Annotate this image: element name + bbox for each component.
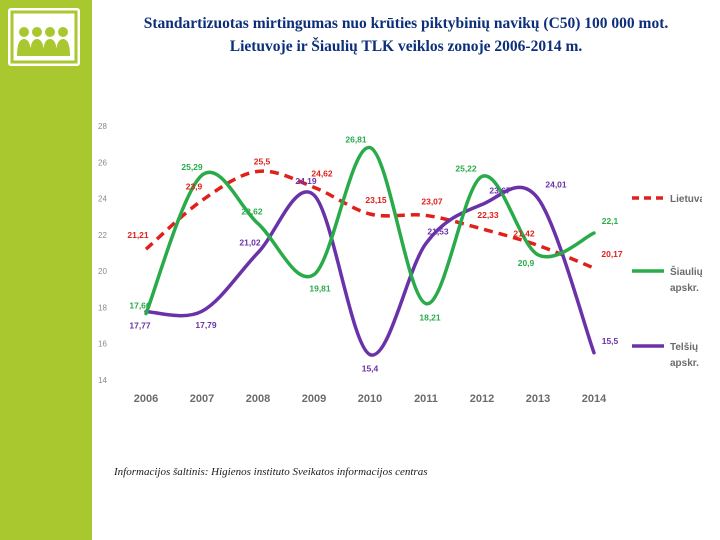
data-label: 23,9 bbox=[186, 181, 203, 191]
data-label: 22,1 bbox=[602, 216, 619, 226]
x-tick-label: 2009 bbox=[302, 393, 326, 405]
legend-label: apskr. bbox=[670, 283, 699, 294]
y-tick-label: 14 bbox=[98, 376, 107, 385]
legend-label: apskr. bbox=[670, 358, 699, 369]
logo bbox=[8, 8, 80, 66]
x-tick-label: 2008 bbox=[246, 393, 270, 405]
data-label: 20,9 bbox=[518, 258, 535, 268]
data-label: 24,62 bbox=[311, 168, 333, 178]
data-label: 23,67 bbox=[489, 186, 511, 196]
legend-label: Šiaulių bbox=[670, 265, 702, 278]
y-tick-label: 28 bbox=[98, 122, 107, 131]
data-label: 19,81 bbox=[309, 284, 331, 294]
data-label: 15,5 bbox=[602, 336, 619, 346]
x-tick-label: 2011 bbox=[414, 393, 438, 405]
x-tick-label: 2013 bbox=[526, 393, 550, 405]
y-tick-label: 22 bbox=[98, 231, 107, 240]
people-logo-icon bbox=[10, 10, 78, 64]
data-label: 24,19 bbox=[295, 176, 317, 186]
data-label: 17,77 bbox=[129, 321, 151, 331]
x-tick-label: 2010 bbox=[358, 393, 382, 405]
title-line-2: Lietuvoje ir Šiaulių TLK veiklos zonoje … bbox=[229, 38, 583, 55]
y-tick-label: 26 bbox=[98, 158, 107, 167]
x-tick-label: 2007 bbox=[190, 393, 214, 405]
data-label: 18,21 bbox=[419, 313, 441, 323]
source-note: Informacijos šaltinis: Higienos institut… bbox=[114, 466, 428, 478]
data-label: 25,22 bbox=[455, 163, 477, 173]
data-label: 23,15 bbox=[365, 195, 387, 205]
y-tick-label: 16 bbox=[98, 340, 107, 349]
data-label: 21,21 bbox=[127, 230, 149, 240]
data-label: 17,66 bbox=[129, 301, 151, 311]
legend-label: Telšių bbox=[670, 342, 698, 353]
data-label: 22,62 bbox=[241, 207, 263, 217]
sidebar-accent bbox=[0, 0, 92, 540]
series-line-2 bbox=[144, 185, 596, 357]
title-line-1: Standartizuotas mirtingumas nuo krūties … bbox=[143, 15, 669, 32]
data-label: 20,17 bbox=[601, 249, 623, 259]
data-label: 25,29 bbox=[181, 162, 203, 172]
data-label: 21,42 bbox=[513, 228, 535, 238]
data-label: 24,01 bbox=[545, 179, 567, 189]
data-label: 26,81 bbox=[345, 135, 367, 145]
legend-label: Lietuva bbox=[670, 194, 702, 205]
page-title: Standartizuotas mirtingumas nuo krūties … bbox=[96, 12, 716, 58]
data-label: 22,33 bbox=[477, 210, 499, 220]
data-label: 17,79 bbox=[195, 320, 217, 330]
data-label: 21,53 bbox=[427, 226, 449, 236]
mortality-line-chart: 14 16 18 20 22 24 26 28 2006 2007 2008 2009 2010 2011… bbox=[98, 122, 702, 405]
x-tick-label: 2012 bbox=[470, 393, 494, 405]
data-label: 15,4 bbox=[362, 364, 379, 374]
y-tick-label: 24 bbox=[98, 195, 107, 204]
data-label: 25,5 bbox=[254, 156, 271, 166]
data-label: 21,02 bbox=[239, 238, 261, 248]
x-tick-label: 2014 bbox=[582, 393, 607, 405]
x-tick-label: 2006 bbox=[134, 393, 158, 405]
series-line-1 bbox=[144, 145, 596, 316]
data-label: 23,07 bbox=[421, 196, 443, 206]
series-line-0 bbox=[144, 169, 595, 270]
y-tick-label: 20 bbox=[98, 267, 107, 276]
y-tick-label: 18 bbox=[98, 303, 107, 312]
